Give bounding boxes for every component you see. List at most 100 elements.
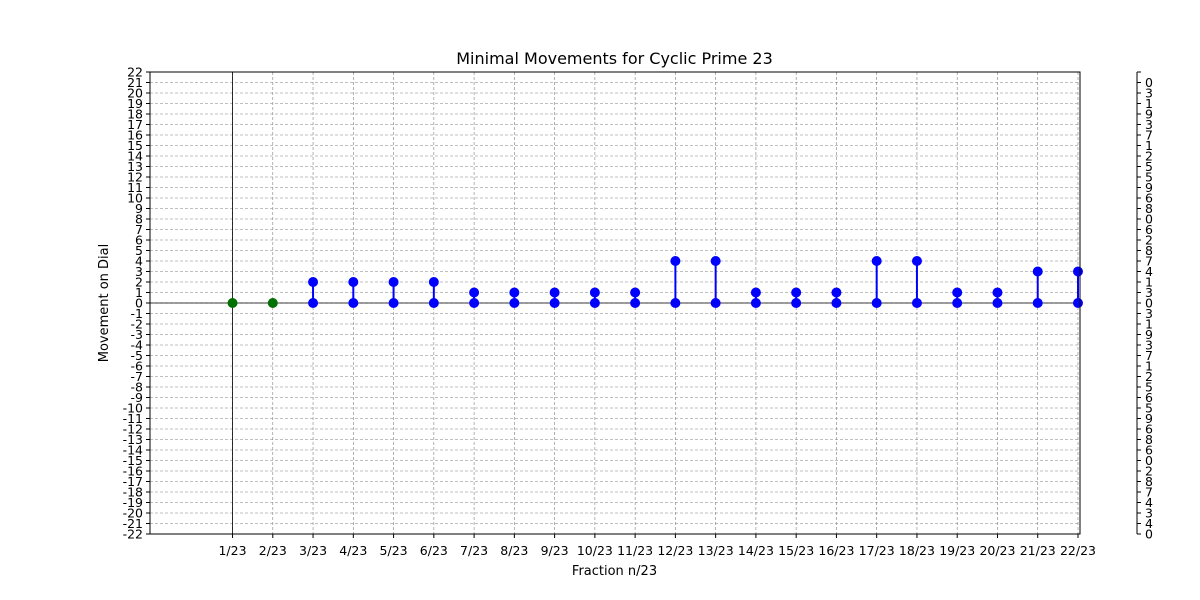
y2-tick-label: 3	[1145, 285, 1153, 300]
x-tick-label: 10/23	[577, 543, 613, 558]
y-tick-label: 11	[127, 180, 143, 195]
y2-tick-label: 9	[1145, 327, 1153, 342]
y-tick-label: -7	[131, 369, 143, 384]
y-tick-label: -20	[123, 506, 143, 521]
x-tick-label: 20/23	[979, 543, 1015, 558]
y-tick-label: 19	[127, 96, 143, 111]
baseline-marker	[549, 298, 560, 308]
x-tick-label: 8/23	[500, 543, 528, 558]
baseline-marker	[267, 298, 278, 308]
y-tick-label: 10	[127, 191, 143, 206]
value-marker	[469, 287, 480, 298]
y-axis: -22-21-20-19-18-17-16-15-14-13-12-11-10-…	[123, 65, 150, 542]
y-tick-label: 20	[127, 86, 143, 101]
y2-tick-label: 6	[1145, 222, 1153, 237]
baseline-marker	[227, 298, 238, 308]
y2-tick-label: 6	[1145, 390, 1153, 405]
y-tick-label: 9	[135, 201, 143, 216]
y-tick-label: -17	[123, 474, 143, 489]
y2-tick-label: 1	[1145, 275, 1153, 290]
baseline-marker	[388, 298, 399, 308]
x-tick-label: 7/23	[460, 543, 488, 558]
x-tick-label: 14/23	[738, 543, 774, 558]
baseline-marker	[1072, 298, 1083, 308]
y2-tick-label: 5	[1145, 159, 1153, 174]
baseline-marker	[791, 298, 802, 308]
y-tick-label: 18	[127, 107, 143, 122]
y2-tick-label: 1	[1145, 359, 1153, 374]
baseline-marker	[589, 298, 600, 308]
y-tick-label: -15	[123, 453, 143, 468]
value-marker	[992, 287, 1003, 298]
y2-tick-label: 0	[1145, 212, 1153, 227]
y-axis-label: Movement on Dial	[97, 244, 112, 363]
value-marker	[308, 277, 319, 287]
y-tick-label: 3	[135, 264, 143, 279]
y2-tick-label: 3	[1145, 86, 1153, 101]
y-tick-label: -2	[131, 317, 143, 332]
y-tick-label: -6	[131, 359, 144, 374]
y-tick-label: 2	[135, 275, 143, 290]
x-tick-label: 22/23	[1060, 543, 1096, 558]
y2-tick-label: 2	[1145, 149, 1153, 164]
y2-tick-label: 6	[1145, 443, 1153, 458]
baseline-marker	[509, 298, 520, 308]
value-marker	[428, 277, 439, 287]
y-tick-label: 21	[127, 75, 143, 90]
x-tick-label: 17/23	[859, 543, 895, 558]
y-tick-label: -19	[123, 495, 143, 510]
value-marker	[388, 277, 399, 287]
y-tick-label: -18	[123, 485, 143, 500]
x-tick-label: 16/23	[818, 543, 854, 558]
y2-tick-label: 0	[1145, 296, 1153, 311]
value-marker	[952, 287, 963, 298]
y2-tick-label: 5	[1145, 170, 1153, 185]
baseline-marker	[428, 298, 439, 308]
value-marker	[791, 287, 802, 298]
y-tick-label: -5	[131, 348, 143, 363]
y-tick-label: 8	[135, 212, 143, 227]
baseline-marker	[308, 298, 319, 308]
y2-tick-label: 3	[1145, 338, 1153, 353]
baseline-marker	[992, 298, 1003, 308]
y2-tick-label: 2	[1145, 369, 1153, 384]
y-tick-label: 16	[127, 128, 143, 143]
y-tick-label: 12	[127, 170, 143, 185]
y2-tick-label: 0	[1145, 527, 1153, 542]
value-marker	[509, 287, 520, 298]
baseline-marker	[670, 298, 681, 308]
y2-tick-label: 5	[1145, 380, 1153, 395]
y-tick-label: 17	[127, 117, 143, 132]
y2-tick-label: 1	[1145, 96, 1153, 111]
y-tick-label: -9	[131, 390, 144, 405]
y2-tick-label: 7	[1145, 485, 1153, 500]
y2-tick-label: 0	[1145, 75, 1153, 90]
y2-tick-label: 3	[1145, 506, 1153, 521]
baseline-marker	[1032, 298, 1043, 308]
y-tick-label: -16	[123, 464, 143, 479]
y-tick-label: 13	[127, 159, 143, 174]
x-tick-label: 21/23	[1020, 543, 1056, 558]
y2-tick-label: 9	[1145, 107, 1153, 122]
y-tick-label: -13	[123, 432, 143, 447]
baseline-marker	[911, 298, 922, 308]
value-marker	[911, 256, 922, 266]
value-marker	[1072, 266, 1083, 277]
x-tick-label: 4/23	[339, 543, 367, 558]
y2-tick-label: 7	[1145, 348, 1153, 363]
x-tick-label: 19/23	[939, 543, 975, 558]
y2-tick-label: 9	[1145, 411, 1153, 426]
y-tick-label: -14	[123, 443, 143, 458]
x-tick-label: 15/23	[778, 543, 814, 558]
y2-tick-label: 7	[1145, 254, 1153, 269]
baseline-marker	[348, 298, 359, 308]
y2-tick-label: 4	[1145, 264, 1153, 279]
baseline-marker	[469, 298, 480, 308]
value-marker	[1032, 266, 1043, 277]
baseline-marker	[871, 298, 882, 308]
y-tick-label: 6	[135, 233, 143, 248]
y2-tick-label: 1	[1145, 317, 1153, 332]
baseline-marker	[750, 298, 761, 308]
y2-tick-label: 3	[1145, 117, 1153, 132]
